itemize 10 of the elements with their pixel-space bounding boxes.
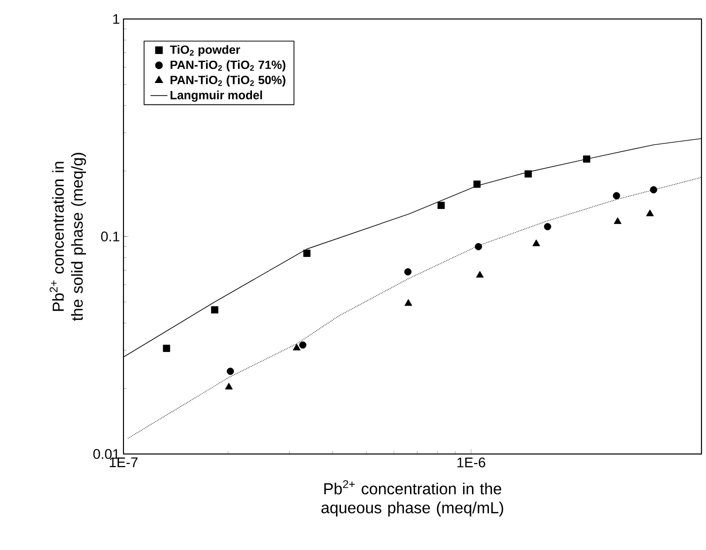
y-tick-label: 1 [113,14,120,24]
x-axis-title: Pb$^{2+}$ concentration in the aqueous phase (meq/mL) [321,480,504,517]
x-tick-label: 1E-6 [457,458,486,468]
legend-label: Langmuir model [170,90,262,102]
legend-label: PAN-TiO$_{2}$ (TiO$_{2}$ 50%) [170,75,286,87]
legend-label: PAN-TiO$_{2}$ (TiO$_{2}$ 71%) [170,60,286,72]
legend-label: TiO$_{2}$ powder [170,45,240,56]
y-tick-label: 0.01 [93,449,120,459]
y-tick-label: 0.1 [101,232,120,242]
x-tick-label: 1E-7 [110,458,138,468]
